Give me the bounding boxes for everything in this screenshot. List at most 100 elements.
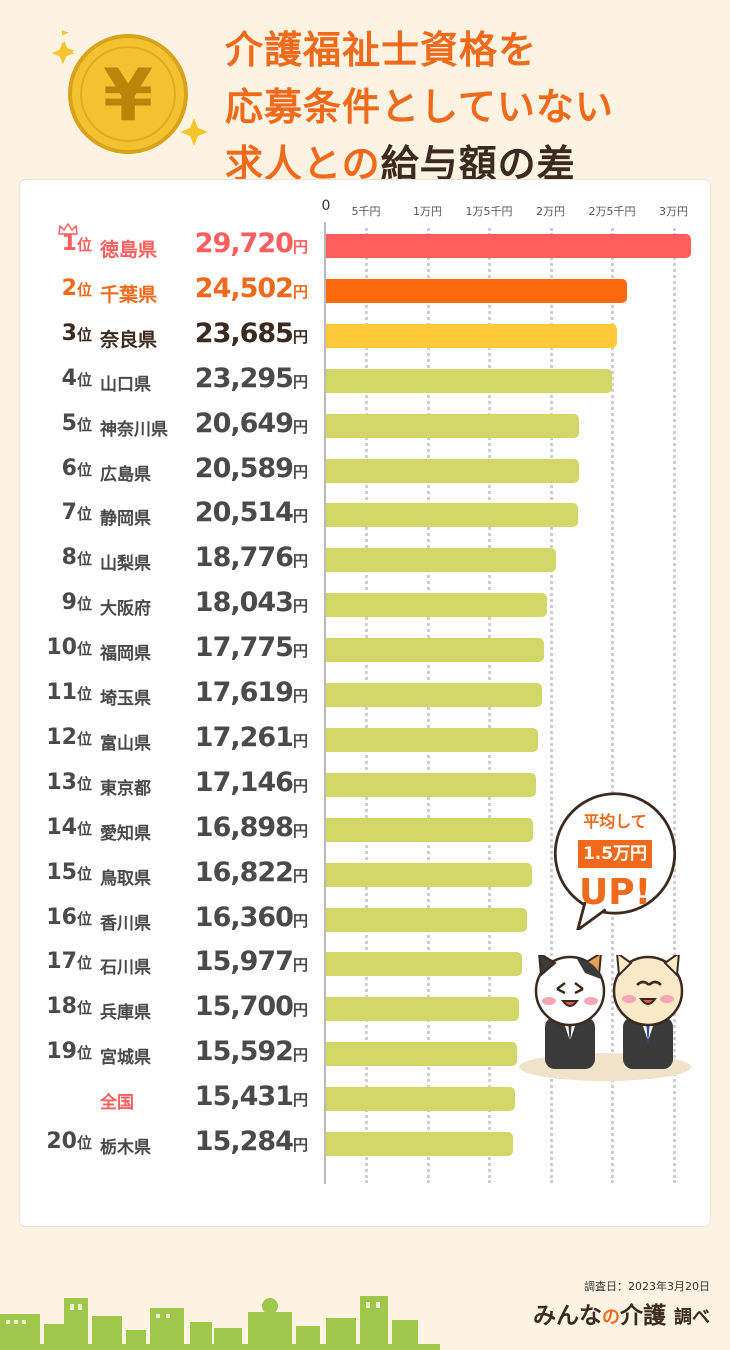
prefecture-label: 鳥取県 <box>100 868 151 889</box>
amount-value: 15,977 <box>194 946 294 978</box>
bar-row: 12位 富山県 17,261円 <box>0 719 730 763</box>
rank-unit: 位 <box>76 774 92 793</box>
amount-label: 16,360円 <box>186 902 308 933</box>
grid-line <box>549 228 553 1183</box>
amount-label: 29,720円 <box>186 228 308 259</box>
bar <box>326 1132 514 1156</box>
rank-unit: 位 <box>76 370 92 389</box>
bar <box>326 234 691 258</box>
currency-unit: 円 <box>292 238 308 256</box>
title-line-2: 応募条件としていない <box>225 85 614 129</box>
bar <box>326 638 545 663</box>
bar-row: 4位 山口県 23,295円 <box>0 360 730 404</box>
rank-unit: 位 <box>76 954 92 973</box>
bar <box>326 772 537 797</box>
prefecture-label: 兵庫県 <box>100 1003 151 1024</box>
rank-unit: 位 <box>76 595 92 614</box>
sparkle-icon <box>51 41 75 65</box>
rank-number: 4 <box>61 365 77 391</box>
rank-label: 12位 <box>28 725 92 750</box>
rank-label: 16位 <box>28 905 92 930</box>
amount-value: 17,261 <box>194 721 294 753</box>
rank-number: 19 <box>46 1039 77 1065</box>
rank-label: 10位 <box>28 635 92 660</box>
amount-label: 17,775円 <box>186 632 308 663</box>
rank-number: 5 <box>61 410 77 436</box>
bar-row: 13位 東京都 17,146円 <box>0 764 730 808</box>
rank-unit: 位 <box>76 819 92 838</box>
currency-unit: 円 <box>292 417 308 436</box>
callout-line1: 平均して <box>583 812 647 831</box>
rank-number: 8 <box>61 545 77 571</box>
rank-unit: 位 <box>76 550 92 569</box>
rank-label: 3位 <box>28 321 92 346</box>
cat-mascots-illustration <box>519 955 691 1081</box>
sparkle-icon <box>62 29 69 37</box>
amount-value: 24,502 <box>194 272 294 304</box>
bar <box>326 727 538 752</box>
amount-value: 15,592 <box>194 1036 294 1068</box>
bar-row: 19位 宮城県 15,592円 <box>0 1033 730 1077</box>
title-line-3: 求人との給与額の差 <box>225 136 705 193</box>
bar-row: 18位 兵庫県 15,700円 <box>0 988 730 1032</box>
amount-value: 20,649 <box>194 407 294 439</box>
prefecture-label: 徳島県 <box>100 239 158 261</box>
rank-label: 18位 <box>28 994 92 1019</box>
amount-label: 18,043円 <box>186 587 308 618</box>
currency-unit: 円 <box>292 282 308 301</box>
bar <box>326 548 557 573</box>
bar <box>326 952 522 977</box>
prefecture-label: 東京都 <box>100 778 151 799</box>
prefecture-label: 全国 <box>100 1093 134 1114</box>
bar-row: 2位 千葉県 24,502円 <box>0 270 730 314</box>
rank-unit: 位 <box>76 640 92 659</box>
currency-unit: 円 <box>292 956 308 975</box>
bar <box>326 907 527 932</box>
prefecture-label: 石川県 <box>100 958 151 979</box>
rank-unit: 位 <box>76 999 92 1018</box>
rank-label: 15位 <box>28 860 92 885</box>
rank-unit: 位 <box>76 864 92 883</box>
currency-unit: 円 <box>292 552 308 571</box>
bar-row: 10位 福岡県 17,775円 <box>0 629 730 673</box>
chart-title: 介護福祉士資格を 応募条件としていない 求人との給与額の差 <box>225 22 705 193</box>
amount-label: 24,502円 <box>186 273 308 304</box>
coin-symbol: ¥ <box>103 53 153 137</box>
rank-unit: 位 <box>76 460 92 479</box>
rank-label: 20位 <box>28 1129 92 1154</box>
prefecture-label: 山口県 <box>100 374 151 395</box>
grid-line <box>672 228 676 1183</box>
rank-unit: 位 <box>76 236 92 254</box>
currency-unit: 円 <box>292 1136 308 1154</box>
x-tick-label: 2万円 <box>536 205 565 218</box>
amount-label: 15,700円 <box>186 991 308 1022</box>
rank-unit: 位 <box>76 1134 92 1152</box>
amount-label: 20,514円 <box>186 497 308 528</box>
amount-label: 20,589円 <box>186 453 308 484</box>
survey-date: 調査日：2023年3月20日 <box>584 1280 710 1293</box>
prefecture-label: 大阪府 <box>100 599 151 620</box>
bar <box>326 368 612 393</box>
rank-label: 7位 <box>28 500 92 525</box>
amount-value: 17,775 <box>194 632 294 664</box>
currency-unit: 円 <box>292 911 308 930</box>
amount-value: 15,700 <box>194 991 294 1023</box>
amount-value: 16,822 <box>194 856 294 888</box>
rank-number: 6 <box>61 455 77 481</box>
rank-label: 13位 <box>28 770 92 795</box>
amount-label: 18,776円 <box>186 542 308 573</box>
rank-unit: 位 <box>76 415 92 434</box>
rank-unit: 位 <box>76 685 92 703</box>
prefecture-label: 栃木県 <box>100 1138 151 1158</box>
currency-unit: 円 <box>292 642 308 661</box>
rank-unit: 位 <box>76 505 92 524</box>
amount-label: 17,619円 <box>186 677 308 708</box>
rank-unit: 位 <box>76 325 92 344</box>
bar-row: 7位 静岡県 20,514円 <box>0 494 730 538</box>
rank-unit: 位 <box>76 909 92 928</box>
prefecture-label: 神奈川県 <box>100 419 168 440</box>
rank-label: 5位 <box>28 411 92 436</box>
prefecture-label: 奈良県 <box>100 328 158 351</box>
bar <box>326 458 579 483</box>
brand-part-c: 介護 <box>619 1303 666 1329</box>
